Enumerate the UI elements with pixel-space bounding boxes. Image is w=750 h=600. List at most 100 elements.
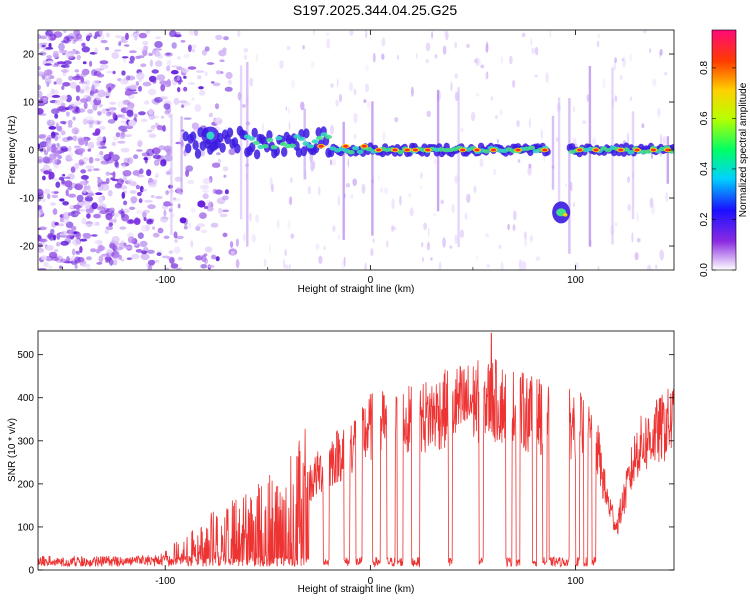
noise-streak [449, 245, 453, 249]
track-band [199, 140, 207, 151]
noise-blob [87, 148, 92, 152]
noise-blob [86, 213, 91, 219]
track-hotspot [474, 148, 480, 152]
noise-streak [269, 177, 273, 188]
noise-blob [42, 175, 46, 181]
noise-blob [90, 93, 99, 99]
track-core [320, 132, 328, 137]
noise-blob [182, 102, 191, 106]
noise-blob [80, 175, 89, 180]
noise-blob [117, 140, 126, 144]
noise-blob [38, 134, 47, 138]
noise-blob [99, 151, 104, 155]
noise-blob [215, 34, 223, 41]
track-core [316, 135, 323, 141]
noise-blob [77, 108, 86, 113]
noise-streak [289, 177, 293, 184]
track-core [252, 140, 260, 146]
noise-blob [123, 200, 128, 206]
noise-blob [139, 240, 148, 248]
noise-blob [93, 221, 98, 227]
noise-streak [442, 45, 447, 55]
noise-blob [195, 70, 205, 73]
noise-blob [152, 226, 156, 230]
noise-blob [224, 189, 229, 195]
noise-streak [386, 240, 389, 248]
noise-blob [135, 249, 143, 253]
noise-blob [104, 229, 109, 234]
noise-blob [44, 78, 52, 85]
noise-blob [111, 210, 115, 217]
noise-streak [484, 71, 488, 81]
colorbar-tick-label: 0.2 [699, 212, 710, 226]
noise-blob [147, 155, 152, 160]
noise-blob [48, 30, 55, 35]
noise-blob [194, 30, 198, 37]
noise-blob [136, 209, 143, 215]
noise-blob [97, 176, 101, 180]
noise-blob [38, 238, 47, 242]
noise-blob [191, 48, 196, 53]
noise-blob [80, 76, 85, 83]
noise-streak [372, 238, 375, 243]
noise-blob [123, 208, 130, 214]
noise-blob [71, 225, 77, 231]
noise-streak [282, 259, 285, 268]
noise-blob [67, 33, 76, 41]
noise-blob [143, 199, 153, 203]
noise-blob [108, 107, 117, 111]
noise-blob [156, 249, 164, 253]
noise-streak [454, 73, 459, 80]
noise-blob [96, 262, 103, 265]
noise-streak [486, 41, 489, 53]
noise-blob [140, 63, 147, 68]
noise-blob [66, 111, 70, 117]
noise-streak [512, 210, 517, 221]
noise-streak [524, 231, 527, 240]
noise-blob [138, 32, 148, 39]
noise-blob [85, 86, 92, 90]
noise-blob [82, 233, 92, 239]
noise-blob [212, 82, 221, 87]
noise-blob [160, 115, 165, 119]
noise-blob [96, 206, 106, 211]
noise-streak [443, 30, 446, 36]
noise-blob [146, 169, 152, 177]
noise-blob [59, 217, 64, 223]
top-ytick-label: 10 [23, 98, 35, 109]
noise-blob [112, 260, 118, 266]
noise-blob [121, 113, 126, 120]
noise-blob [219, 213, 228, 218]
noise-blob [142, 209, 150, 214]
noise-blob [201, 189, 210, 193]
track-band [182, 131, 189, 142]
noise-blob [230, 251, 235, 255]
noise-blob [210, 81, 215, 84]
noise-streak [512, 224, 516, 232]
noise-blob [130, 196, 138, 204]
noise-blob [76, 207, 80, 213]
noise-blob [125, 32, 129, 41]
noise-blob [146, 249, 155, 254]
noise-blob [174, 176, 182, 182]
track-band [192, 140, 199, 151]
noise-streak [243, 48, 249, 53]
noise-blob [214, 103, 220, 110]
noise-blob [63, 60, 72, 65]
noise-blob [148, 113, 155, 120]
noise-streak [475, 255, 479, 262]
noise-blob [114, 183, 122, 189]
noise-blob [62, 72, 67, 76]
bottom-plot-frame [37, 330, 675, 571]
noise-blob [70, 166, 76, 173]
noise-streak [440, 199, 445, 205]
noise-blob [197, 200, 206, 208]
track-hotspot [425, 148, 431, 152]
noise-blob [114, 49, 122, 52]
noise-streak [454, 234, 458, 245]
noise-blob [160, 159, 167, 167]
noise-blob [43, 261, 49, 267]
noise-blob [113, 217, 117, 224]
noise-blob [79, 89, 85, 94]
noise-blob [84, 195, 94, 202]
